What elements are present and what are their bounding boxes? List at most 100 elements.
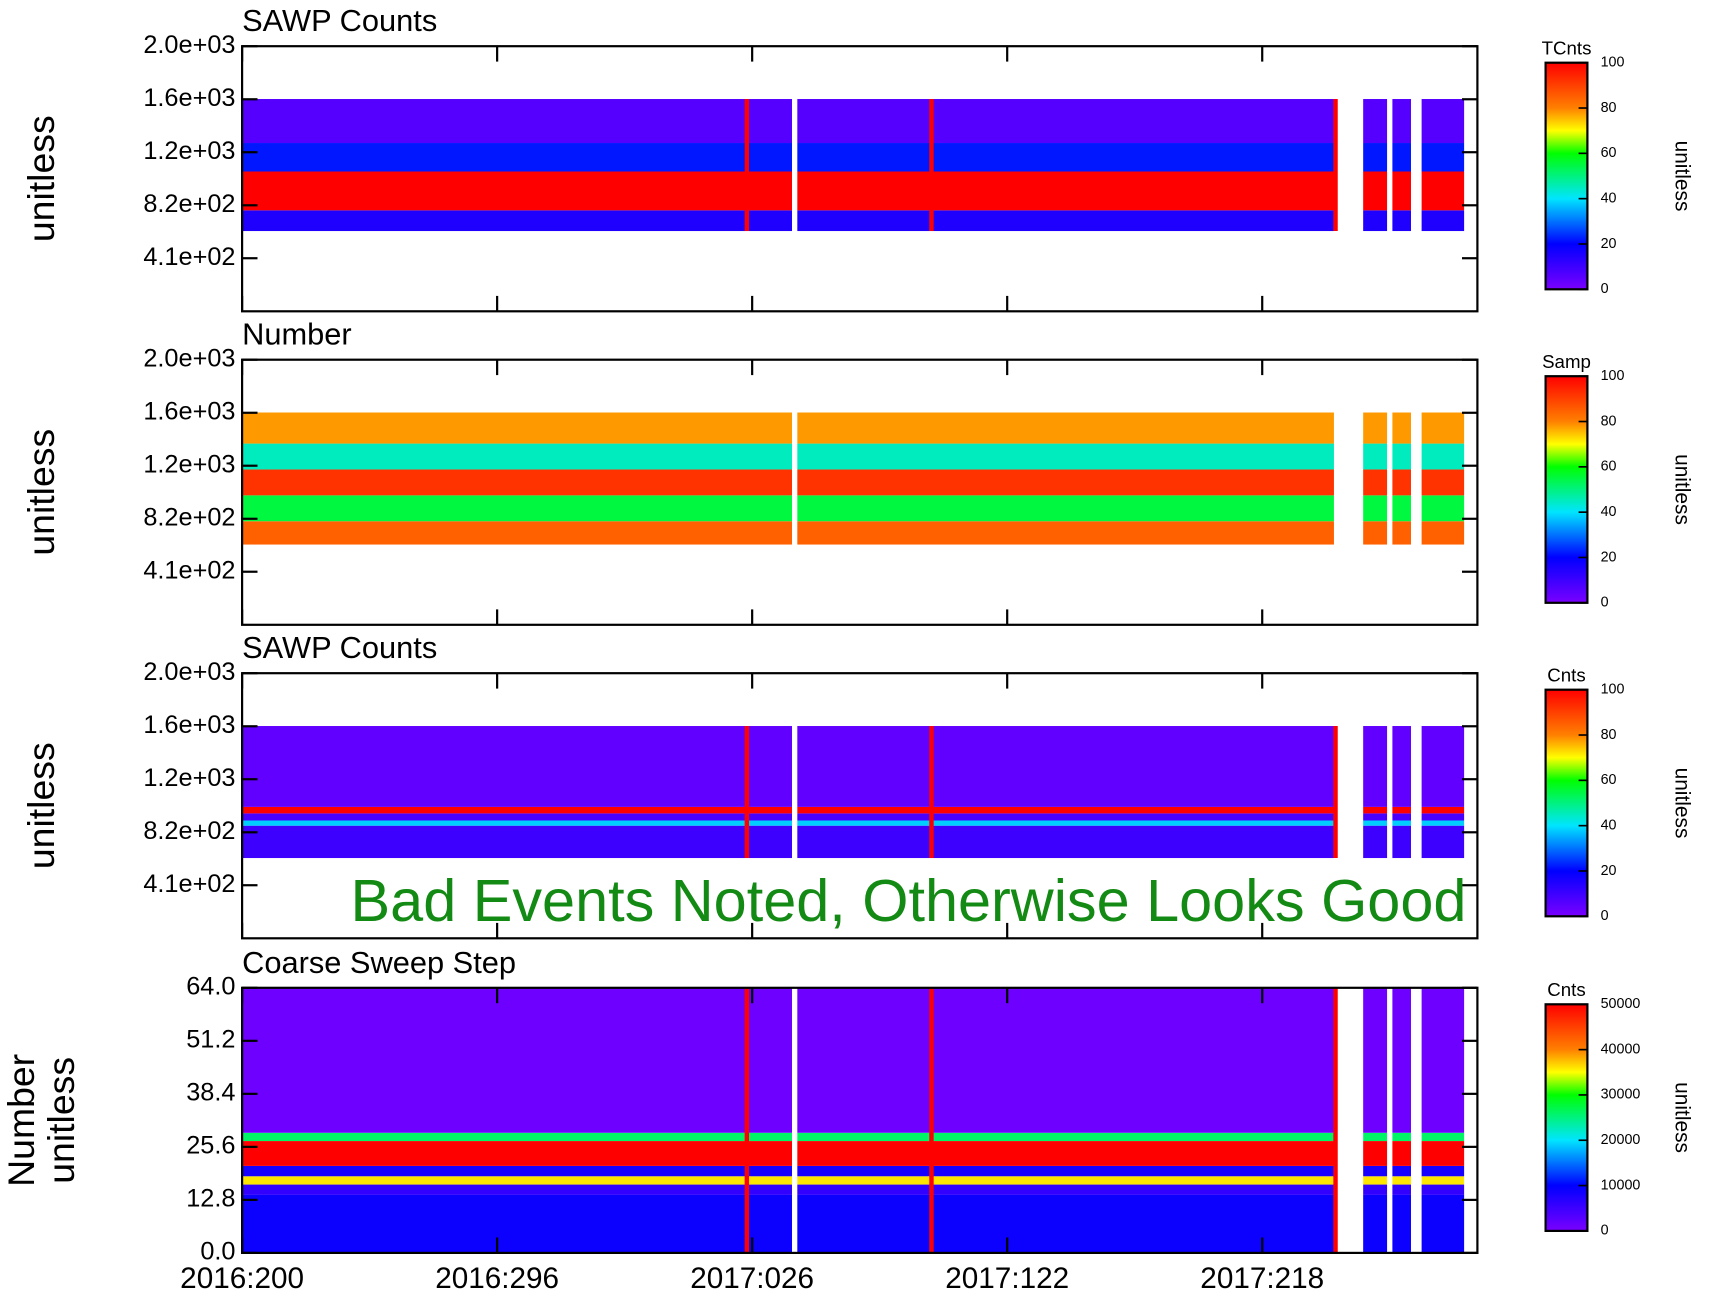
heatmap-cell [1421, 1184, 1465, 1195]
y-axis-label: unitless [20, 115, 62, 242]
y-tick-label: 8.2e+02 [143, 190, 235, 218]
heatmap-cell [1392, 1194, 1411, 1253]
heatmap-cell [242, 1184, 793, 1195]
heatmap-cell [1392, 495, 1411, 522]
heatmap-cell [1363, 1194, 1388, 1253]
heatmap-cell [1392, 210, 1411, 232]
colorbar-tick-label: 20 [1601, 549, 1617, 565]
heatmap-cell [797, 210, 1334, 232]
colorbar-tick-label: 0 [1601, 1223, 1609, 1239]
heatmap-cell [242, 820, 793, 826]
heatmap-cell [1363, 1184, 1388, 1195]
heatmap-cell [1392, 469, 1411, 496]
heatmap-cell [797, 825, 1334, 859]
heatmap-cell [1392, 1176, 1411, 1185]
plot-frame [241, 672, 1479, 940]
heatmap-cell [1421, 495, 1465, 522]
y-tick-label: 25.6 [186, 1132, 235, 1160]
heatmap-cell [242, 143, 793, 172]
y-axis-label: unitless [40, 1057, 82, 1184]
heatmap-cell [1363, 143, 1388, 172]
heatmap-cell [1363, 443, 1388, 470]
y-tick-label: 1.6e+03 [143, 84, 235, 112]
heatmap-cell [242, 495, 793, 522]
heatmap-cell [797, 1194, 1334, 1253]
heatmap-cell [1363, 99, 1388, 144]
panel-title: Number [242, 317, 352, 352]
heatmap-cell [797, 1132, 1334, 1142]
y-tick-label: 1.6e+03 [143, 397, 235, 425]
heatmap-cell [1421, 1194, 1465, 1253]
y-tick-label: 4.1e+02 [143, 556, 235, 584]
y-axis-label: unitless [20, 429, 62, 556]
heatmap-cell [797, 495, 1334, 522]
heatmap-cell [1421, 726, 1465, 807]
colorbar-tick-label: 80 [1601, 413, 1617, 429]
heatmap-cell [1392, 726, 1411, 807]
heatmap-cell [242, 1165, 793, 1177]
colorbar-tick-label: 20 [1601, 236, 1617, 252]
colorbar [1544, 688, 1589, 918]
heatmap-cell [1421, 171, 1465, 211]
heatmap-cell [242, 443, 793, 470]
heatmap-cell [1392, 443, 1411, 470]
heatmap-cell [797, 171, 1334, 211]
heatmap-cell [1363, 171, 1388, 211]
x-tick-label: 2016:296 [435, 1262, 559, 1295]
colorbar-tick-label: 100 [1601, 681, 1625, 697]
y-tick-label: 38.4 [186, 1079, 235, 1107]
colorbar-tick-label: 80 [1601, 727, 1617, 743]
heatmap-cell [1363, 825, 1388, 859]
colorbar-tick-label: 50000 [1601, 996, 1641, 1012]
heatmap-cell [797, 469, 1334, 496]
colorbar-tick-label: 0 [1601, 908, 1609, 924]
heatmap-cell [242, 210, 793, 232]
heatmap-cell [797, 1165, 1334, 1177]
y-tick-label: 2.0e+03 [143, 658, 235, 686]
annotation: Bad Events Noted, Otherwise Looks Good [351, 867, 1467, 934]
x-tick-label: 2017:026 [690, 1262, 814, 1295]
heatmap-cell [1421, 1141, 1465, 1166]
colorbar-tick-label: 100 [1601, 54, 1625, 70]
y-tick-label: 2.0e+03 [143, 344, 235, 372]
colorbar-label: unitless [1670, 1082, 1693, 1153]
heatmap-cell [1421, 825, 1465, 859]
colorbar-title: Cnts [1547, 979, 1585, 1000]
y-tick-label: 1.6e+03 [143, 711, 235, 739]
heatmap-cell [1421, 1132, 1465, 1142]
heatmap-cell [797, 806, 1334, 814]
heatmap-cell [1421, 210, 1465, 232]
heatmap-cell [242, 1194, 793, 1253]
heatmap-cell [1392, 99, 1411, 144]
heatmap-cell [797, 987, 1334, 1133]
heatmap-cell [242, 1176, 793, 1185]
colorbar-tick-label: 40 [1601, 817, 1617, 833]
heatmap-cell [1421, 806, 1465, 814]
heatmap-cell [1392, 521, 1411, 545]
colorbar-tick-label: 40 [1601, 504, 1617, 520]
heatmap-cell [797, 143, 1334, 172]
plot-frame [241, 986, 1479, 1255]
heatmap-cell [242, 825, 793, 859]
heatmap-cell [242, 726, 793, 807]
heatmap-cell [1421, 469, 1465, 496]
colorbar-tick-label: 60 [1601, 459, 1617, 475]
panel-title: Coarse Sweep Step [242, 945, 516, 980]
plot-frame [241, 45, 1479, 313]
plot-frame [241, 358, 1479, 626]
heatmap-cell [1421, 813, 1465, 821]
y-tick-label: 4.1e+02 [143, 243, 235, 271]
heatmap-cell [242, 99, 793, 144]
heatmap-cell [1363, 412, 1388, 444]
colorbar-tick-label: 30000 [1601, 1087, 1641, 1103]
heatmap-cell [1421, 1176, 1465, 1185]
colorbar-tick-label: 40 [1601, 190, 1617, 206]
heatmap-cell [1392, 1165, 1411, 1177]
heatmap-cell [1363, 495, 1388, 522]
heatmap-cell [1392, 1141, 1411, 1166]
y-tick-label: 0.0 [200, 1238, 235, 1266]
heatmap-cell [1421, 412, 1465, 444]
heatmap-cell [1392, 1184, 1411, 1195]
